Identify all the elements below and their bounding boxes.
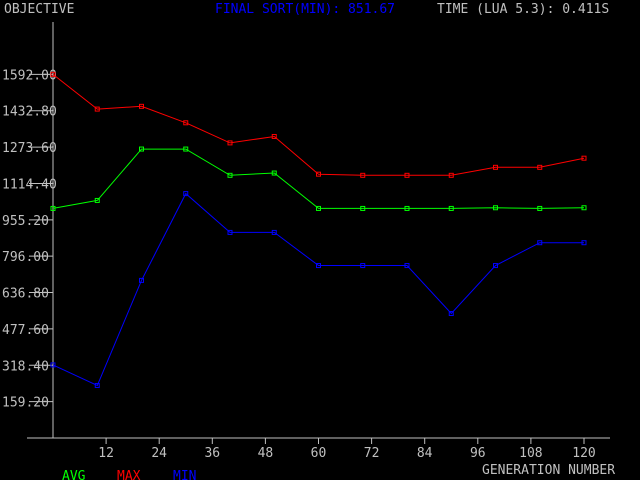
data-point-min	[139, 277, 144, 283]
axes: 159.20 318.40 477.60 636.80 796.00 955.20 1114…	[2, 22, 610, 461]
data-point-max	[360, 172, 366, 178]
x-tick-label: 12	[98, 446, 114, 461]
data-point-min	[227, 229, 233, 235]
series-line-max	[52, 74, 585, 176]
data-point-avg	[183, 146, 189, 152]
series-layer	[50, 71, 587, 388]
x-tick-label: 96	[470, 446, 486, 461]
y-tick-label: 1114.40	[2, 177, 57, 192]
data-point-max	[271, 133, 277, 139]
data-point-avg	[227, 172, 233, 178]
data-point-avg	[316, 205, 321, 211]
data-point-max	[227, 140, 233, 146]
data-point-avg	[581, 205, 587, 211]
x-tick-label: 36	[204, 446, 220, 461]
data-point-avg	[493, 205, 498, 211]
data-point-min	[183, 191, 189, 197]
data-point-min	[537, 240, 543, 246]
data-point-avg	[404, 205, 410, 211]
data-point-min	[360, 263, 366, 269]
x-tick-label: 48	[258, 446, 274, 461]
data-point-avg	[271, 170, 277, 176]
x-tick-label: 24	[151, 446, 167, 461]
y-tick-label: 1432.80	[2, 105, 57, 120]
data-point-min	[271, 229, 277, 235]
data-point-avg	[360, 205, 366, 211]
y-tick-label: 159.20	[2, 396, 49, 411]
x-tick-label: 84	[417, 446, 433, 461]
time-label: TIME (LUA 5.3): 0.411S	[437, 2, 609, 17]
data-point-max	[404, 172, 410, 178]
final-sort-label: FINAL SORT(MIN): 851.67	[215, 2, 395, 17]
data-point-max	[50, 71, 56, 77]
data-point-min	[493, 263, 498, 269]
y-tick-label: 955.20	[2, 214, 49, 229]
data-point-max	[581, 155, 587, 161]
data-point-min	[448, 311, 454, 317]
data-point-max	[183, 120, 189, 126]
series-line-avg	[52, 148, 585, 209]
y-tick-label: 477.60	[2, 323, 49, 338]
data-point-max	[139, 103, 144, 109]
y-tick-label: 318.40	[2, 359, 49, 374]
x-tick-label: 108	[519, 446, 542, 461]
data-point-avg	[94, 197, 100, 203]
y-tick-label: 796.00	[2, 250, 49, 265]
data-point-avg	[139, 146, 144, 152]
data-point-min	[404, 263, 410, 269]
y-tick-label: 1592.00	[2, 68, 57, 83]
legend: AVG MAX MIN	[62, 469, 196, 480]
data-point-avg	[50, 205, 56, 211]
x-tick-label: 60	[311, 446, 327, 461]
data-point-max	[94, 106, 100, 112]
x-tick-label: 72	[364, 446, 380, 461]
series-line-min	[52, 192, 584, 387]
data-point-avg	[537, 205, 543, 211]
y-tick-label: 636.80	[2, 287, 49, 302]
data-point-max	[537, 164, 543, 170]
y-tick-label: 1273.60	[2, 141, 57, 156]
data-point-max	[448, 172, 454, 178]
y-axis-title: OBJECTIVE	[4, 2, 74, 17]
legend-avg: AVG	[62, 469, 86, 480]
legend-min: MIN	[173, 469, 196, 480]
x-axis-title: GENERATION NUMBER	[482, 463, 615, 478]
data-point-avg	[448, 205, 454, 211]
legend-max: MAX	[117, 469, 141, 480]
data-point-min	[94, 382, 100, 388]
data-point-max	[493, 164, 498, 170]
data-point-min	[50, 362, 56, 368]
data-point-max	[316, 171, 321, 177]
x-tick-label: 120	[572, 446, 595, 461]
data-point-min	[581, 240, 587, 246]
data-point-min	[316, 263, 321, 269]
